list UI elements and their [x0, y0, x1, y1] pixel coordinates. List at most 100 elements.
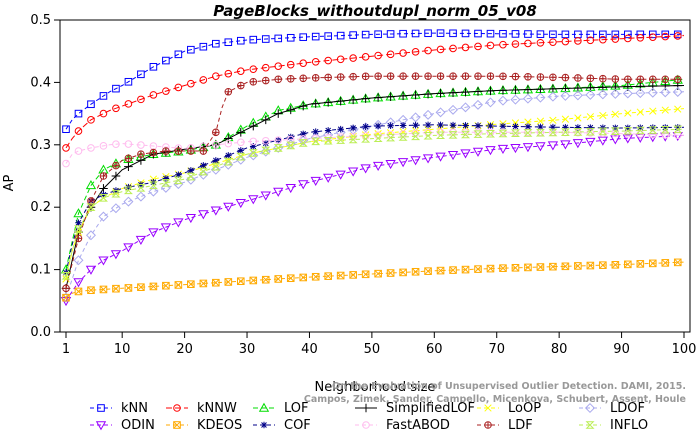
point-marker: [673, 32, 682, 40]
point-marker: [235, 154, 246, 165]
point-marker: [123, 186, 133, 195]
point-marker: [123, 243, 134, 253]
point-marker: [511, 30, 520, 38]
point-marker: [248, 121, 258, 131]
point-marker: [512, 123, 519, 130]
point-marker: [137, 283, 145, 291]
point-marker: [162, 281, 170, 290]
point-marker-detail: [274, 275, 282, 283]
point-marker: [460, 102, 471, 113]
point-marker: [311, 137, 321, 146]
x-tick-label: 70: [488, 342, 505, 357]
point-marker: [536, 117, 545, 125]
point-marker: [585, 137, 596, 147]
point-marker: [473, 87, 483, 96]
point-marker: [285, 184, 296, 194]
point-marker: [422, 154, 434, 164]
point-marker: [535, 142, 546, 152]
point-marker: [410, 156, 421, 166]
point-marker: [149, 91, 158, 99]
point-marker: [235, 199, 246, 209]
point-marker-detail: [100, 172, 107, 180]
x-tick-label: 30: [239, 342, 256, 357]
point-marker: [286, 135, 295, 144]
point-marker: [597, 89, 608, 100]
point-marker: [524, 128, 532, 137]
point-marker: [511, 128, 520, 137]
point-marker: [499, 264, 507, 272]
point-marker: [361, 270, 370, 279]
point-marker: [399, 122, 407, 129]
point-marker-detail: [262, 276, 270, 284]
point-marker: [324, 32, 332, 40]
series-lof: [60, 74, 685, 274]
point-marker-detail: [374, 270, 382, 278]
watermark-line: Campos, Zimek, Sander, Campello, Micenko…: [304, 394, 686, 405]
point-marker: [224, 139, 233, 148]
point-marker-detail: [87, 286, 95, 294]
point-marker: [536, 38, 545, 47]
point-marker: [124, 162, 133, 171]
point-marker: [673, 258, 682, 267]
point-marker: [286, 274, 295, 283]
point-marker: [212, 278, 220, 287]
point-marker: [524, 263, 532, 272]
point-marker: [261, 275, 270, 284]
legend-label: FastABOD: [386, 418, 450, 433]
point-marker: [175, 171, 182, 179]
y-axis-label: AP: [2, 174, 17, 191]
point-marker-detail: [387, 72, 394, 80]
point-marker-detail: [324, 272, 332, 280]
point-marker: [461, 265, 470, 274]
point-marker: [647, 87, 658, 98]
point-marker: [160, 223, 172, 233]
point-marker: [548, 128, 558, 137]
point-marker: [522, 93, 533, 104]
point-marker-detail: [524, 263, 532, 272]
point-marker-detail: [299, 273, 307, 282]
x-tick-label: 80: [551, 342, 568, 357]
point-marker: [149, 63, 158, 71]
point-marker: [511, 85, 520, 95]
point-marker: [610, 135, 621, 145]
x-tick-label: 50: [364, 342, 381, 357]
citation-watermark: Campos, Zimek, Sander, Campello, Micenko…: [304, 381, 686, 405]
point-marker: [449, 121, 457, 129]
point-marker-detail: [162, 147, 170, 155]
point-marker-detail: [125, 155, 132, 162]
point-marker: [661, 106, 669, 114]
point-marker: [661, 131, 670, 139]
point-marker: [424, 29, 432, 38]
point-marker-detail: [173, 421, 181, 429]
point-marker: [273, 187, 284, 197]
point-marker-detail: [187, 147, 195, 155]
point-marker: [249, 137, 258, 146]
point-marker-detail: [561, 262, 570, 270]
point-marker: [223, 157, 233, 166]
point-marker: [474, 42, 482, 51]
point-marker: [572, 139, 584, 149]
point-marker: [337, 125, 344, 133]
point-marker-detail: [137, 150, 145, 158]
point-marker: [298, 139, 308, 147]
point-marker: [311, 99, 320, 108]
point-marker: [74, 109, 83, 118]
point-marker: [661, 124, 669, 131]
point-marker: [585, 89, 596, 100]
point-marker: [137, 141, 145, 149]
point-marker: [474, 122, 482, 130]
point-marker: [186, 172, 196, 181]
point-marker: [298, 101, 308, 111]
point-marker: [286, 33, 295, 42]
point-marker: [74, 147, 83, 155]
point-marker: [511, 119, 520, 127]
point-marker: [173, 176, 183, 185]
point-marker: [98, 256, 109, 266]
point-marker-detail: [424, 267, 432, 275]
x-tick-label: 90: [613, 342, 630, 357]
point-marker-detail: [399, 72, 407, 80]
point-marker: [635, 126, 645, 135]
legend-label: ODIN: [121, 418, 155, 433]
series-line: [65, 124, 685, 273]
series-cof: [62, 121, 685, 277]
